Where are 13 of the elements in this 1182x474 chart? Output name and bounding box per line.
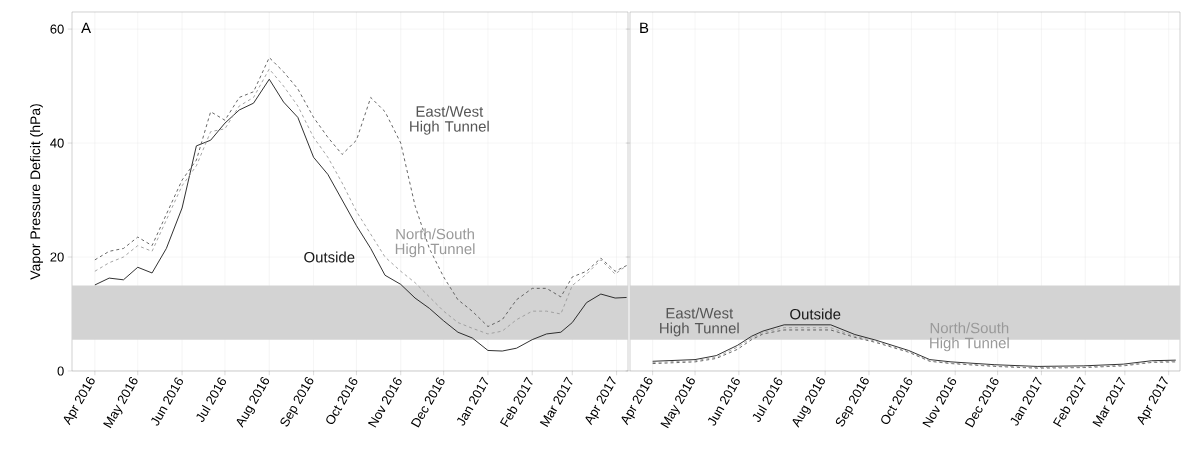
series-label: East/West High Tunnel: [660, 307, 739, 337]
y-tick-label: 20: [50, 252, 64, 262]
series-label: North/South High Tunnel: [395, 228, 475, 258]
y-tick-label: 40: [50, 138, 64, 148]
y-tick-label: 60: [50, 24, 64, 34]
series-label: Outside: [790, 308, 841, 320]
series-label: Outside: [304, 251, 355, 263]
series-label: East/West High Tunnel: [410, 105, 489, 135]
text: B: [640, 22, 649, 33]
text: A: [81, 22, 92, 33]
series-label: North/South High Tunnel: [930, 322, 1009, 352]
y-axis-title: Vapor Pressure Deficit (hPa): [29, 104, 43, 280]
y-tick-label: 0: [57, 366, 64, 376]
